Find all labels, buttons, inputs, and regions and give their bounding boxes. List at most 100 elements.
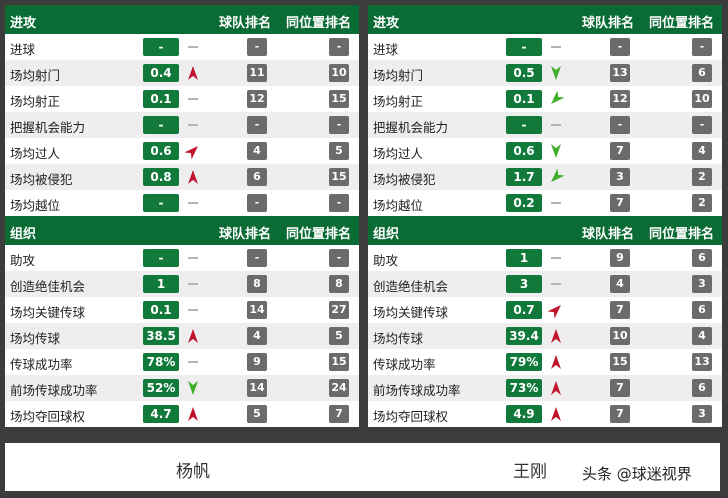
stat-label: 把握机会能力 bbox=[10, 120, 86, 135]
stat-row: 把握机会能力 - - - bbox=[5, 112, 359, 138]
team-rank-badge: - bbox=[247, 116, 267, 134]
trend-up-right-icon bbox=[185, 143, 201, 159]
column-header-position-rank: 同位置排名 bbox=[649, 227, 715, 242]
team-rank-badge: - bbox=[247, 249, 267, 267]
stat-label: 场均夺回球权 bbox=[10, 409, 86, 424]
stat-label: 场均被侵犯 bbox=[373, 172, 436, 187]
position-rank-badge: 6 bbox=[692, 379, 712, 397]
stat-row: 场均关键传球 0.7 7 6 bbox=[368, 297, 722, 323]
stat-label: 传球成功率 bbox=[373, 357, 436, 372]
trend-down-left-icon bbox=[548, 169, 564, 185]
stat-label: 场均越位 bbox=[373, 198, 424, 213]
stat-value-badge: 0.2 bbox=[506, 194, 542, 212]
stat-row: 前场传球成功率 73% 7 6 bbox=[368, 375, 722, 401]
stat-label: 把握机会能力 bbox=[373, 120, 449, 135]
stat-value-badge: 1 bbox=[143, 275, 179, 293]
trend-flat-icon bbox=[548, 117, 564, 133]
stat-row: 场均射正 0.1 12 10 bbox=[368, 86, 722, 112]
position-rank-badge: 3 bbox=[692, 275, 712, 293]
stat-row: 场均夺回球权 4.9 7 3 bbox=[368, 401, 722, 427]
stat-row: 前场传球成功率 52% 14 24 bbox=[5, 375, 359, 401]
trend-down-left-icon bbox=[548, 91, 564, 107]
team-rank-badge: 4 bbox=[610, 275, 630, 293]
stat-value-badge: - bbox=[143, 38, 179, 56]
column-header-position-rank: 同位置排名 bbox=[649, 16, 715, 31]
stat-row: 场均关键传球 0.1 14 27 bbox=[5, 297, 359, 323]
stat-row: 传球成功率 79% 15 13 bbox=[368, 349, 722, 375]
section-header: 进攻 球队排名 同位置排名 bbox=[5, 5, 359, 34]
column-header-position-rank: 同位置排名 bbox=[286, 16, 352, 31]
stat-label: 场均过人 bbox=[10, 146, 61, 161]
position-rank-badge: - bbox=[329, 116, 349, 134]
stat-value-badge: - bbox=[143, 194, 179, 212]
stat-value-badge: 4.9 bbox=[506, 405, 542, 423]
stat-value-badge: 52% bbox=[143, 379, 179, 397]
stat-value-badge: 3 bbox=[506, 275, 542, 293]
trend-flat-icon bbox=[548, 250, 564, 266]
stat-value-badge: 0.4 bbox=[143, 64, 179, 82]
stat-label: 场均关键传球 bbox=[373, 305, 449, 320]
trend-flat-icon bbox=[185, 276, 201, 292]
stat-label: 场均传球 bbox=[373, 331, 424, 346]
stat-value-badge: 0.1 bbox=[143, 301, 179, 319]
stat-row: 助攻 - - - bbox=[5, 245, 359, 271]
position-rank-badge: 2 bbox=[692, 194, 712, 212]
stat-value-badge: 0.6 bbox=[143, 142, 179, 160]
stat-row: 进球 - - - bbox=[5, 34, 359, 60]
stat-row: 场均越位 - - - bbox=[5, 190, 359, 216]
section-header: 进攻 球队排名 同位置排名 bbox=[368, 5, 722, 34]
column-header-team-rank: 球队排名 bbox=[219, 227, 272, 242]
stat-label: 助攻 bbox=[373, 253, 399, 268]
position-rank-badge: 10 bbox=[692, 90, 712, 108]
stat-label: 场均射门 bbox=[10, 68, 61, 83]
stat-row: 创造绝佳机会 1 8 8 bbox=[5, 271, 359, 297]
player-stats-panel-left: 进攻 球队排名 同位置排名 进球 - - - 场均射门 0.4 11 10 场均射正 0.1 12 15 把握… bbox=[5, 5, 359, 427]
stat-value-badge: 4.7 bbox=[143, 405, 179, 423]
team-rank-badge: 9 bbox=[247, 353, 267, 371]
stat-label: 场均射门 bbox=[373, 68, 424, 83]
team-rank-badge: 15 bbox=[610, 353, 630, 371]
team-rank-badge: 5 bbox=[247, 405, 267, 423]
team-rank-badge: 12 bbox=[247, 90, 267, 108]
team-rank-badge: 7 bbox=[610, 301, 630, 319]
stat-value-badge: 0.6 bbox=[506, 142, 542, 160]
team-rank-badge: 9 bbox=[610, 249, 630, 267]
position-rank-badge: 24 bbox=[329, 379, 349, 397]
stat-value-badge: 0.8 bbox=[143, 168, 179, 186]
team-rank-badge: 6 bbox=[247, 168, 267, 186]
stat-row: 把握机会能力 - - - bbox=[368, 112, 722, 138]
stat-value-badge: 79% bbox=[506, 353, 542, 371]
position-rank-badge: 27 bbox=[329, 301, 349, 319]
position-rank-badge: - bbox=[692, 38, 712, 56]
trend-up-icon bbox=[185, 169, 201, 185]
stat-row: 场均射正 0.1 12 15 bbox=[5, 86, 359, 112]
team-rank-badge: 4 bbox=[247, 327, 267, 345]
player-stats-panel-right: 进攻 球队排名 同位置排名 进球 - - - 场均射门 0.5 13 6 场均射正 0.1 12 10 把握机… bbox=[368, 5, 722, 427]
position-rank-badge: 8 bbox=[329, 275, 349, 293]
team-rank-badge: 13 bbox=[610, 64, 630, 82]
stat-label: 场均传球 bbox=[10, 331, 61, 346]
position-rank-badge: 7 bbox=[329, 405, 349, 423]
stat-row: 助攻 1 9 6 bbox=[368, 245, 722, 271]
stat-value-badge: 0.1 bbox=[506, 90, 542, 108]
team-rank-badge: 4 bbox=[247, 142, 267, 160]
team-rank-badge: 10 bbox=[610, 327, 630, 345]
stat-value-badge: 1.7 bbox=[506, 168, 542, 186]
trend-down-icon bbox=[548, 65, 564, 81]
position-rank-badge: - bbox=[329, 194, 349, 212]
trend-up-icon bbox=[185, 328, 201, 344]
stat-value-badge: 39.4 bbox=[506, 327, 542, 345]
stat-label: 传球成功率 bbox=[10, 357, 73, 372]
stat-row: 场均夺回球权 4.7 5 7 bbox=[5, 401, 359, 427]
stat-row: 场均射门 0.5 13 6 bbox=[368, 60, 722, 86]
position-rank-badge: - bbox=[692, 116, 712, 134]
position-rank-badge: 10 bbox=[329, 64, 349, 82]
position-rank-badge: 6 bbox=[692, 249, 712, 267]
team-rank-badge: 11 bbox=[247, 64, 267, 82]
stat-label: 场均夺回球权 bbox=[373, 409, 449, 424]
stat-label: 创造绝佳机会 bbox=[10, 279, 86, 294]
team-rank-badge: 7 bbox=[610, 194, 630, 212]
trend-flat-icon bbox=[548, 39, 564, 55]
position-rank-badge: 15 bbox=[329, 353, 349, 371]
trend-flat-icon bbox=[185, 195, 201, 211]
